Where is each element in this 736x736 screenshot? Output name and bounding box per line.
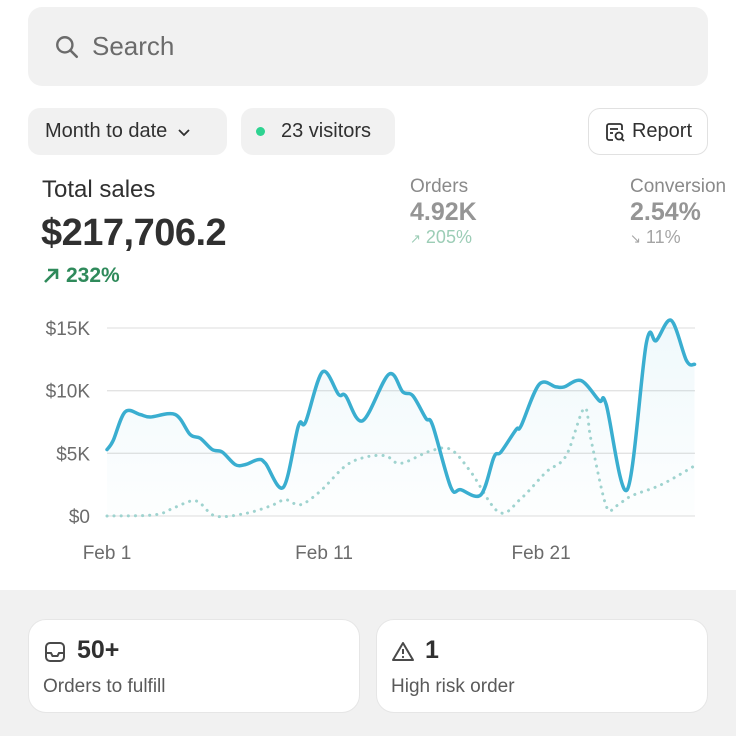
live-dot-icon [256, 127, 265, 136]
x-tick-label: Feb 11 [295, 543, 353, 564]
conversion-value: 2.54% [630, 198, 701, 226]
total-sales-delta: 232% [42, 264, 120, 288]
orders-label: Orders [410, 176, 469, 197]
orders-to-fulfill-card[interactable]: 50+ Orders to fulfill [28, 619, 360, 713]
orders-delta: ↗ 205% [410, 227, 472, 247]
x-tick-label: Feb 1 [83, 543, 132, 564]
high-risk-label: High risk order [391, 676, 515, 697]
x-tick-label: Feb 21 [511, 543, 570, 564]
search-icon [56, 35, 79, 58]
visitors-badge[interactable]: 23 visitors [241, 108, 395, 155]
report-button[interactable]: Report [588, 108, 708, 155]
current-series-area [107, 320, 695, 516]
conversion-label: Conversion [630, 176, 727, 197]
conversion-metric[interactable]: Conversion 2.54% ↘ 11% [630, 176, 726, 248]
chevron-down-icon [178, 128, 190, 136]
orders-value: 4.92K [410, 198, 477, 226]
arrow-down-right-icon: ↘ [630, 231, 641, 246]
orders-to-fulfill-label: Orders to fulfill [43, 676, 166, 697]
search-bar[interactable] [28, 7, 708, 86]
y-tick-label: $5K [56, 444, 90, 465]
high-risk-count: 1 [425, 636, 439, 664]
report-label: Report [631, 120, 693, 142]
date-range-dropdown[interactable]: Month to date [28, 108, 227, 155]
current-series-line [105, 318, 697, 499]
sales-chart: $0 $5K $10K $15K Feb 1 Feb 11 Feb 21 [46, 318, 697, 564]
arrow-up-right-icon [44, 268, 59, 283]
arrow-up-right-icon: ↗ [410, 231, 421, 246]
total-sales-value: $217,706.2 [41, 212, 227, 254]
conversion-delta: ↘ 11% [630, 227, 681, 247]
y-tick-label: $0 [69, 507, 90, 528]
orders-to-fulfill-count: 50+ [77, 636, 120, 664]
high-risk-order-card[interactable]: 1 High risk order [376, 619, 708, 713]
warning-icon [392, 642, 414, 661]
orders-metric[interactable]: Orders 4.92K ↗ 205% [410, 176, 477, 248]
y-tick-label: $10K [46, 382, 91, 403]
y-tick-label: $15K [46, 319, 91, 340]
report-icon [606, 122, 625, 142]
date-range-label: Month to date [45, 120, 168, 142]
total-sales-label: Total sales [42, 176, 156, 203]
search-input[interactable] [90, 30, 654, 63]
visitors-label: 23 visitors [281, 120, 372, 142]
inbox-icon [45, 642, 65, 662]
